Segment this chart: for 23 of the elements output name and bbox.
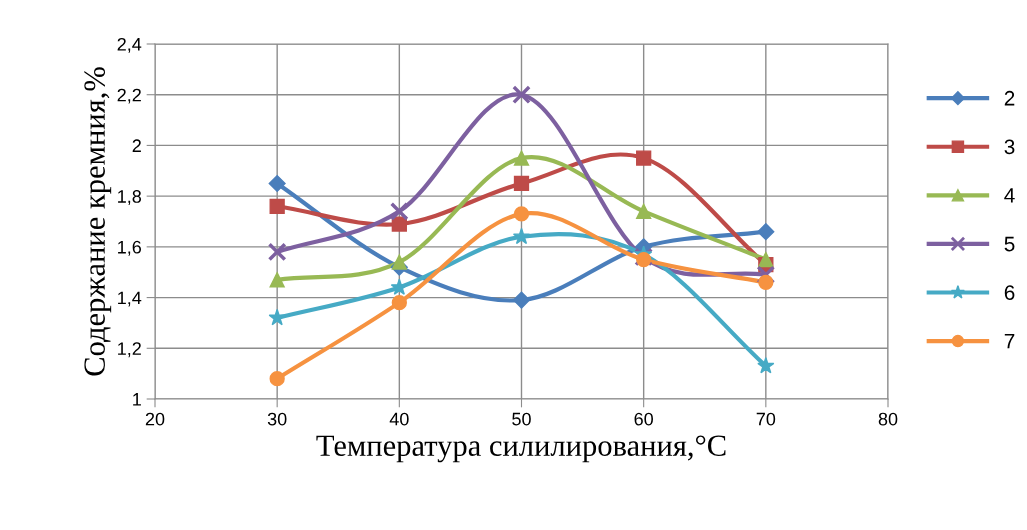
- y-tick-label: 2: [132, 139, 141, 152]
- x-tick-label: 40: [389, 412, 409, 426]
- x-tick-label: 20: [145, 412, 165, 426]
- legend-label: 6: [1004, 285, 1015, 300]
- y-tick-label: 1,4: [118, 291, 142, 307]
- x-tick-label: 70: [756, 412, 776, 426]
- x-tick-label: 50: [512, 412, 531, 426]
- y-tick-label: 2,4: [117, 37, 142, 53]
- x-tick-label: 60: [634, 412, 653, 426]
- x-tick-label: 30: [267, 412, 287, 426]
- y-tick-label: 1,2: [118, 342, 141, 358]
- legend-label: 7: [1004, 334, 1015, 349]
- legend-label: 5: [1004, 236, 1015, 252]
- y-axis-title: Содержание кремния,%: [84, 67, 112, 376]
- x-axis-title: Температура силилирования,°C: [316, 435, 726, 463]
- y-tick-label: 2,2: [117, 88, 141, 104]
- legend-label: 2: [1004, 90, 1015, 106]
- x-tick-label: 80: [878, 412, 898, 426]
- y-tick-label: 1: [133, 393, 141, 406]
- legend-label: 3: [1004, 139, 1015, 155]
- legend-label: 4: [1004, 188, 1015, 203]
- y-tick-label: 1,8: [118, 190, 142, 205]
- y-tick-label: 1,6: [118, 240, 142, 256]
